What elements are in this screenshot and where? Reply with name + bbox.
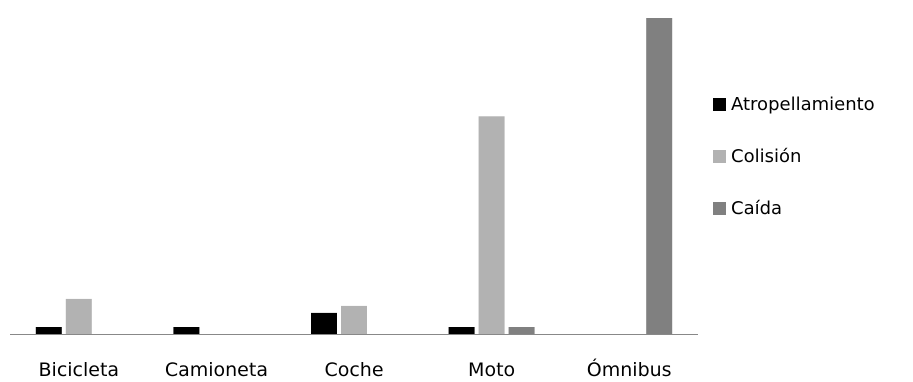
- legend-label-atropellamiento: Atropellamiento: [731, 93, 875, 115]
- x-tick-label-omnibus: Ómnibus: [587, 357, 672, 381]
- bar-camioneta-atropellamiento: [173, 327, 200, 334]
- legend-item-caida: Caída: [713, 196, 782, 220]
- legend-item-atropellamiento: Atropellamiento: [713, 92, 875, 116]
- legend-swatch-colision: [713, 149, 726, 163]
- bar-moto-colision: [478, 116, 505, 334]
- legend-item-colision: Colisión: [713, 144, 801, 168]
- x-tick-label-coche: Coche: [324, 359, 383, 381]
- bar-moto-atropellamiento: [448, 327, 475, 334]
- x-tick-labels: Bicicleta Camioneta Coche Moto Ómnibus: [39, 357, 672, 381]
- bar-bicicleta-atropellamiento: [35, 327, 62, 334]
- bars-group: [35, 18, 673, 334]
- legend-label-caida: Caída: [731, 197, 783, 219]
- bar-moto-caida: [508, 327, 535, 334]
- legend-label-colision: Colisión: [731, 145, 802, 167]
- x-tick-label-bicicleta: Bicicleta: [39, 359, 120, 381]
- x-tick-label-moto: Moto: [468, 359, 515, 381]
- bar-coche-colision: [341, 305, 367, 334]
- bar-coche-atropellamiento: [311, 312, 337, 334]
- x-tick-label-camioneta: Camioneta: [165, 359, 268, 381]
- bar-bicicleta-colision: [65, 298, 92, 334]
- bar-omnibus-caida: [646, 18, 673, 334]
- legend-swatch-caida: [713, 201, 726, 215]
- legend-swatch-atropellamiento: [713, 97, 726, 111]
